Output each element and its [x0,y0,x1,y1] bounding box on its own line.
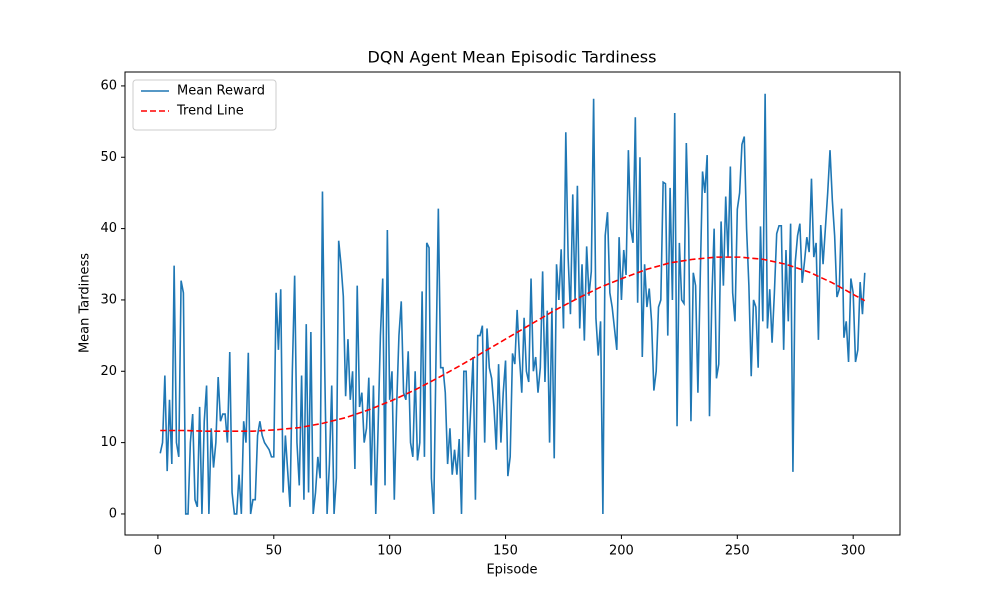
x-tick-label: 300 [841,544,866,559]
y-tick-label: 20 [100,364,117,379]
y-tick-label: 0 [109,506,117,521]
x-tick-label: 100 [377,544,402,559]
plot-frame [124,71,901,536]
legend-label: Mean Reward [177,84,265,99]
legend-label: Trend Line [176,104,244,119]
chart-title: DQN Agent Mean Episodic Tardiness [368,48,657,67]
x-axis-label: Episode [486,563,537,578]
legend: Mean Reward Trend Line [132,79,277,131]
series-line [159,93,866,515]
y-tick-label: 40 [100,221,117,236]
x-tick-label: 150 [493,544,518,559]
y-axis-label: Mean Tardiness [78,253,93,353]
legend-box [132,79,277,131]
y-tick-label: 50 [100,150,117,165]
x-tick-label: 250 [725,544,750,559]
y-tick-label: 10 [100,435,117,450]
y-tick-label: 60 [100,78,117,93]
series-line [160,256,866,432]
y-tick-label: 30 [100,292,117,307]
x-tick-label: 50 [266,544,283,559]
x-tick-label: 0 [154,544,162,559]
x-tick-label: 200 [609,544,634,559]
